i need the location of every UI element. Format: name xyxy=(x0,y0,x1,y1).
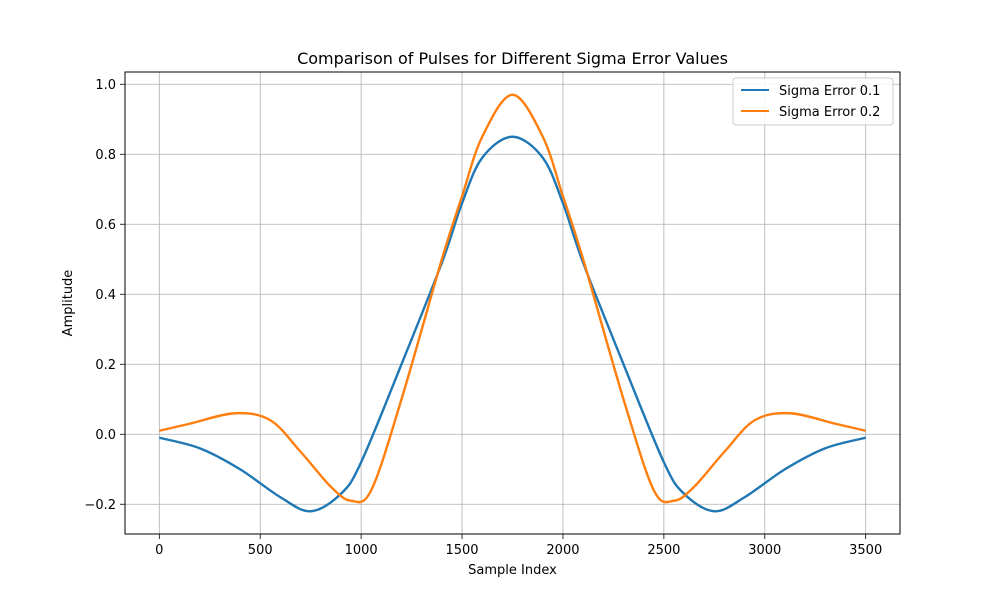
x-tick-label: 2500 xyxy=(647,543,680,558)
grid-lines xyxy=(125,72,900,534)
x-tick-label: 1000 xyxy=(345,543,378,558)
x-tick-label: 3000 xyxy=(748,543,781,558)
x-tick-label: 0 xyxy=(155,543,163,558)
x-tick-label: 1500 xyxy=(445,543,478,558)
x-tick-label: 500 xyxy=(248,543,273,558)
y-tick-label: −0.2 xyxy=(84,498,116,513)
x-tick-label: 3500 xyxy=(849,543,882,558)
y-tick-label: 0.8 xyxy=(95,148,116,163)
legend-box xyxy=(732,77,894,126)
chart-title: Comparison of Pulses for Different Sigma… xyxy=(297,49,728,68)
series-line-1 xyxy=(159,93,866,504)
legend-label-sigma-0-1: Sigma Error 0.1 xyxy=(779,84,880,99)
axis-ticks: 0 500 1000 1500 2000 2500 3000 3500 −0.2 0.0 0.2 0.… xyxy=(84,78,882,558)
plot-area xyxy=(125,72,900,534)
y-tick-label: 0.4 xyxy=(95,288,116,303)
y-tick-label: 0.0 xyxy=(95,428,116,443)
x-axis-title: Sample Index xyxy=(468,563,557,578)
y-tick-label: 0.6 xyxy=(95,218,116,233)
legend-label-sigma-0-2: Sigma Error 0.2 xyxy=(779,105,880,120)
series-line-0 xyxy=(159,135,866,513)
y-tick-label: 0.2 xyxy=(95,358,116,373)
y-axis-title: Amplitude xyxy=(61,270,76,337)
x-tick-label: 2000 xyxy=(546,543,579,558)
plot-frame xyxy=(124,71,901,535)
y-tick-label: 1.0 xyxy=(95,78,116,93)
series-lines xyxy=(159,93,866,513)
legend: Sigma Error 0.1 Sigma Error 0.2 xyxy=(732,77,894,126)
